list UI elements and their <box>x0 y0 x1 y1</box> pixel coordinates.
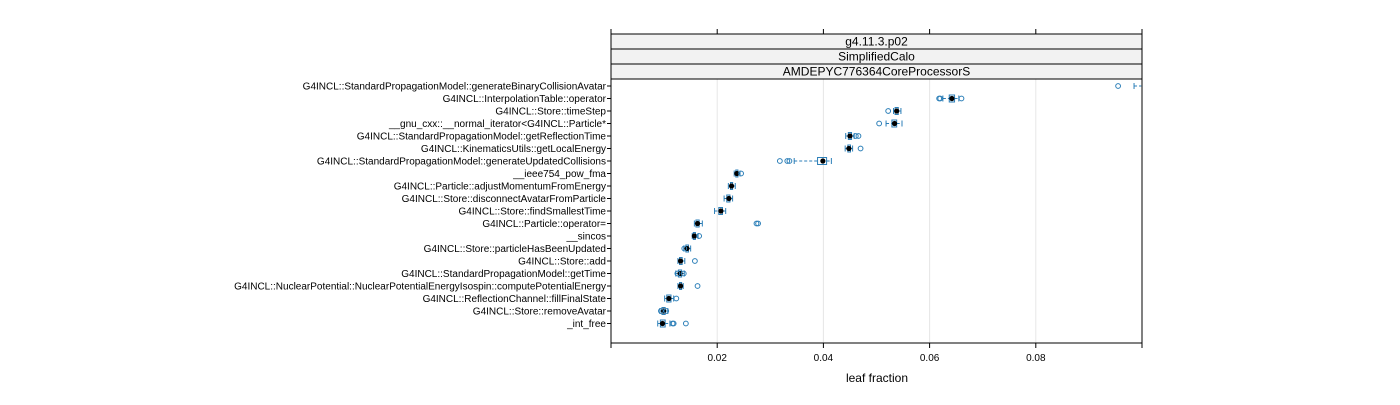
category-label-15: G4INCL::StandardPropagationModel::getTim… <box>401 269 606 280</box>
category-label-14: G4INCL::Store::add <box>518 257 606 268</box>
outlier-16-0 <box>694 283 701 289</box>
category-label-0: G4INCL::StandardPropagationModel::genera… <box>303 82 607 93</box>
median-6 <box>820 158 826 164</box>
box-19 <box>657 319 689 328</box>
category-label-13: G4INCL::Store::particleHasBeenUpdated <box>424 244 606 255</box>
panel-frame <box>610 78 1143 344</box>
median-3 <box>891 120 898 127</box>
box-14 <box>677 257 698 265</box>
median-19 <box>659 320 666 327</box>
outlier-19-2 <box>682 320 689 327</box>
median-11 <box>694 220 701 227</box>
median-12 <box>691 233 697 239</box>
box-1 <box>936 94 965 103</box>
box-11 <box>693 219 761 228</box>
outlier-4-0 <box>852 133 859 139</box>
category-label-1: G4INCL::InterpolationTable::operator <box>443 94 607 105</box>
median-8 <box>728 183 735 189</box>
category-label-18: G4INCL::Store::removeAvatar <box>473 307 607 318</box>
category-label-10: G4INCL::Store::findSmallestTime <box>459 207 607 218</box>
strip-label-0: g4.11.3.p02 <box>845 35 908 49</box>
outlier-7-0 <box>738 170 744 177</box>
box-2 <box>885 107 902 115</box>
category-label-16: G4INCL::NuclearPotential::NuclearPotenti… <box>234 282 606 293</box>
category-label-9: G4INCL::Store::disconnectAvatarFromParti… <box>402 194 607 205</box>
box-17 <box>664 294 680 303</box>
x-axis-title: leaf fraction <box>846 371 908 385</box>
strip-label-1: SimplifiedCalo <box>838 50 915 64</box>
outlier-18-0 <box>658 308 664 314</box>
x-axis: 0.02 0.04 0.06 0.08 <box>610 29 1143 364</box>
strip-label-2: AMDEPYC776364CoreProcessorS <box>783 65 970 79</box>
box-4 <box>845 132 862 140</box>
box-9 <box>723 194 734 203</box>
category-label-6: G4INCL::StandardPropagationModel::genera… <box>317 157 606 168</box>
box-13 <box>681 244 692 253</box>
category-label-5: G4INCL::KinematicsUtils::getLocalEnergy <box>421 144 606 155</box>
category-label-12: __sincos <box>566 232 606 243</box>
median-9 <box>726 195 732 202</box>
outlier-14-0 <box>691 258 698 264</box>
outlier-13-0 <box>681 245 688 252</box>
median-14 <box>677 258 684 264</box>
panel-border <box>610 78 1143 344</box>
box-rect-1 <box>948 94 956 103</box>
category-labels: G4INCL::StandardPropagationModel::genera… <box>234 82 611 330</box>
category-label-8: G4INCL::Particle::adjustMomentumFromEner… <box>394 182 606 193</box>
outlier-6-2 <box>786 158 793 164</box>
outlier-4-1 <box>855 133 862 139</box>
outlier-15-1 <box>680 270 687 277</box>
median-7 <box>734 170 740 177</box>
outlier-1-1 <box>937 95 944 102</box>
x-tick-label-3: 0.08 <box>1026 353 1046 364</box>
box-15 <box>674 269 687 278</box>
outlier-19-1 <box>670 320 677 327</box>
median-2 <box>894 108 900 114</box>
x-tick-label-2: 0.06 <box>920 353 940 364</box>
grid-lines <box>716 79 1037 343</box>
median-17 <box>666 295 672 302</box>
outlier-3-0 <box>876 120 883 127</box>
category-label-11: G4INCL::Particle::operator= <box>482 219 606 230</box>
outlier-17-0 <box>673 295 680 302</box>
median-16 <box>677 283 684 289</box>
median-10 <box>718 208 724 214</box>
box-rect-6 <box>817 157 828 165</box>
category-label-4: G4INCL::StandardPropagationModel::getRef… <box>357 132 607 143</box>
category-label-2: G4INCL::Store::timeStep <box>495 107 606 118</box>
outlier-1-2 <box>958 95 965 102</box>
category-label-17: G4INCL::ReflectionChannel::fillFinalStat… <box>423 294 607 305</box>
median-4 <box>847 133 853 139</box>
box-7 <box>733 169 744 178</box>
box-3 <box>876 119 903 128</box>
box-12 <box>691 232 703 240</box>
box-18 <box>658 307 670 315</box>
outlier-5-0 <box>857 145 864 152</box>
x-tick-label-1: 0.04 <box>814 353 834 364</box>
box-16 <box>677 282 701 290</box>
box-8 <box>727 182 736 190</box>
x-tick-label-0: 0.02 <box>707 353 727 364</box>
median-5 <box>846 145 852 152</box>
box-6 <box>776 157 832 165</box>
panel-strips: g4.11.3.p02SimplifiedCaloAMDEPYC776364Co… <box>610 33 1143 80</box>
outlier-2-0 <box>885 108 892 114</box>
box-5 <box>844 144 864 153</box>
outlier-0-0 <box>1115 83 1122 89</box>
category-label-3: __gnu_cxx::__normal_iterator<G4INCL::Par… <box>388 119 606 130</box>
category-label-7: __ieee754_pow_fma <box>512 169 606 180</box>
outlier-12-0 <box>696 233 703 239</box>
outlier-18-1 <box>663 308 670 314</box>
outlier-15-0 <box>674 270 681 277</box>
median-1 <box>949 95 955 102</box>
box-0 <box>1115 83 1141 89</box>
outlier-6-0 <box>776 158 783 164</box>
outlier-6-1 <box>784 158 791 164</box>
box-10 <box>714 207 727 215</box>
category-label-19: _int_free <box>566 319 606 330</box>
box-series <box>657 83 1141 328</box>
outlier-11-1 <box>755 220 761 227</box>
